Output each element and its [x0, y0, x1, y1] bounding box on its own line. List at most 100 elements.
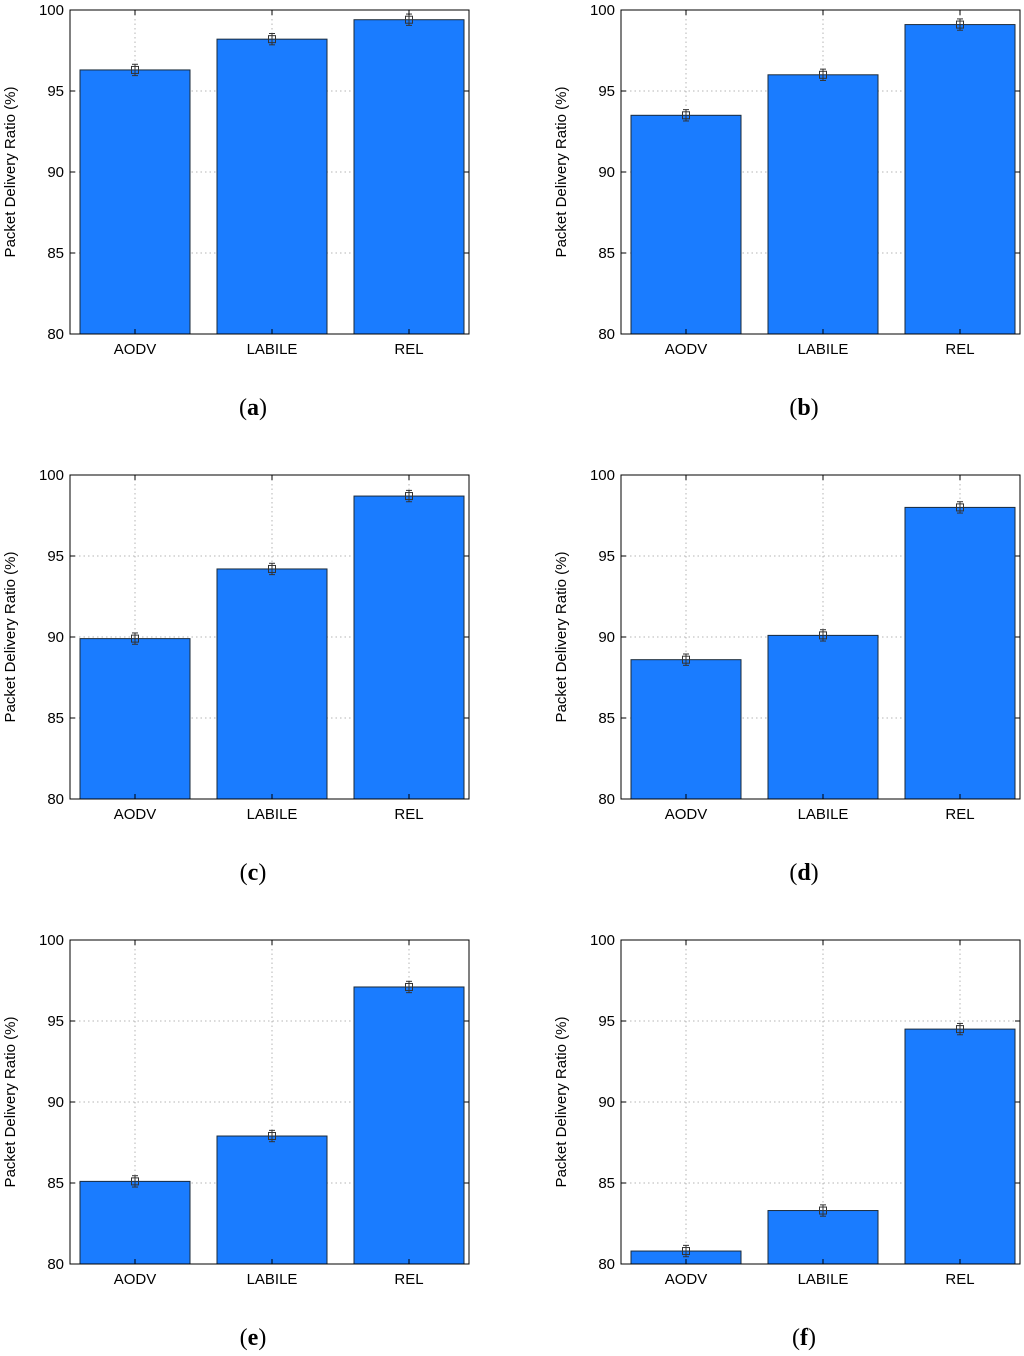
axes-frame	[69, 474, 470, 800]
y-tick-label: 95	[47, 1013, 64, 1030]
caption-f-label: f	[800, 1325, 808, 1351]
bar-rel	[353, 986, 465, 1265]
y-tick-label: 80	[47, 791, 64, 808]
caption-f: (f)	[792, 1325, 816, 1351]
axes-frame	[620, 474, 1021, 800]
caption-a-label: a	[247, 395, 259, 421]
x-tick-label: LABILE	[798, 1271, 849, 1288]
caption-b-label: b	[797, 395, 811, 421]
bar-rel	[353, 19, 465, 335]
bar-labile	[216, 568, 328, 800]
x-tick-label: LABILE	[798, 341, 849, 358]
data-marker	[131, 65, 139, 74]
y-axis-label: Packet Delivery Ratio (%)	[553, 1017, 570, 1188]
data-marker	[682, 655, 690, 664]
y-tick-label: 90	[47, 1094, 64, 1111]
bar-labile	[216, 38, 328, 335]
x-tick-label: AODV	[114, 806, 157, 823]
caption-e-label: e	[247, 1325, 259, 1351]
x-tick-label: AODV	[665, 341, 708, 358]
y-tick-label: 80	[47, 1256, 64, 1273]
bar-labile	[767, 1210, 879, 1265]
y-axis-label: Packet Delivery Ratio (%)	[2, 552, 19, 723]
y-tick-label: 95	[47, 548, 64, 565]
data-marker	[956, 20, 964, 29]
bar-labile	[216, 1135, 328, 1265]
caption-c-label: c	[247, 860, 259, 886]
data-marker	[682, 111, 690, 120]
axes-frame	[620, 939, 1021, 1265]
axes-frame	[69, 9, 470, 335]
caption-a: (a)	[239, 395, 267, 421]
data-marker	[819, 1206, 827, 1215]
y-tick-label: 80	[598, 791, 615, 808]
y-tick-label: 85	[47, 1175, 64, 1192]
x-tick-label: AODV	[665, 1271, 708, 1288]
chart-panel-f: 80 85 90 95 100 AODV LABILE REL Packet Delivery …	[553, 932, 1021, 1288]
caption-c: (c)	[239, 860, 267, 886]
x-tick-label: REL	[394, 1271, 423, 1288]
x-tick-label: LABILE	[247, 1271, 298, 1288]
y-tick-label: 95	[598, 83, 615, 100]
data-marker	[956, 1025, 964, 1034]
bar-rel	[904, 24, 1016, 335]
bar-rel	[904, 1028, 1016, 1265]
bar-aodv	[79, 638, 191, 800]
caption-e: (e)	[239, 1325, 267, 1351]
x-tick-label: REL	[394, 806, 423, 823]
axes-frame	[620, 9, 1021, 335]
y-tick-label: 95	[47, 83, 64, 100]
y-tick-label: 85	[598, 710, 615, 727]
chart-panel-a: 80 85 90 95 100 AODV LABILE REL Packet Delivery …	[2, 2, 470, 358]
chart-panel-e: 80 85 90 95 100 AODV LABILE REL Packet Delivery …	[2, 932, 470, 1288]
data-marker	[131, 634, 139, 643]
y-axis-label: Packet Delivery Ratio (%)	[2, 87, 19, 258]
chart-panel-b: 80 85 90 95 100 AODV LABILE REL Packet Delivery …	[553, 2, 1021, 358]
bar-labile	[767, 634, 879, 800]
caption-d-label: d	[797, 860, 811, 886]
bar-rel	[904, 506, 1016, 800]
x-tick-label: AODV	[114, 1271, 157, 1288]
y-tick-label: 85	[598, 1175, 615, 1192]
y-axis-label: Packet Delivery Ratio (%)	[553, 552, 570, 723]
bar-aodv	[630, 114, 742, 335]
data-marker	[405, 982, 413, 991]
x-tick-label: REL	[945, 1271, 974, 1288]
y-tick-label: 100	[590, 932, 615, 949]
data-marker	[268, 1132, 276, 1141]
data-marker	[405, 15, 413, 24]
x-tick-label: LABILE	[247, 806, 298, 823]
bar-aodv	[79, 1180, 191, 1265]
x-tick-label: REL	[945, 806, 974, 823]
data-marker	[131, 1177, 139, 1186]
axes-frame	[69, 939, 470, 1265]
y-tick-label: 100	[39, 932, 64, 949]
y-tick-label: 100	[590, 467, 615, 484]
x-tick-label: REL	[394, 341, 423, 358]
y-tick-label: 85	[598, 245, 615, 262]
data-marker	[268, 564, 276, 573]
y-tick-label: 90	[47, 164, 64, 181]
y-tick-label: 80	[598, 1256, 615, 1273]
y-tick-label: 85	[47, 245, 64, 262]
bar-labile	[767, 74, 879, 335]
data-marker	[819, 70, 827, 79]
y-tick-label: 95	[598, 1013, 615, 1030]
x-tick-label: AODV	[114, 341, 157, 358]
x-tick-label: AODV	[665, 806, 708, 823]
y-tick-label: 100	[39, 2, 64, 19]
bar-aodv	[630, 659, 742, 800]
data-marker	[405, 492, 413, 501]
y-tick-label: 90	[47, 629, 64, 646]
y-tick-label: 90	[598, 629, 615, 646]
data-marker	[682, 1247, 690, 1256]
y-tick-label: 100	[39, 467, 64, 484]
data-marker	[956, 503, 964, 512]
x-tick-label: REL	[945, 341, 974, 358]
x-tick-label: LABILE	[247, 341, 298, 358]
caption-d: (d)	[789, 860, 819, 886]
y-axis-label: Packet Delivery Ratio (%)	[2, 1017, 19, 1188]
y-tick-label: 95	[598, 548, 615, 565]
caption-b: (b)	[789, 395, 819, 421]
